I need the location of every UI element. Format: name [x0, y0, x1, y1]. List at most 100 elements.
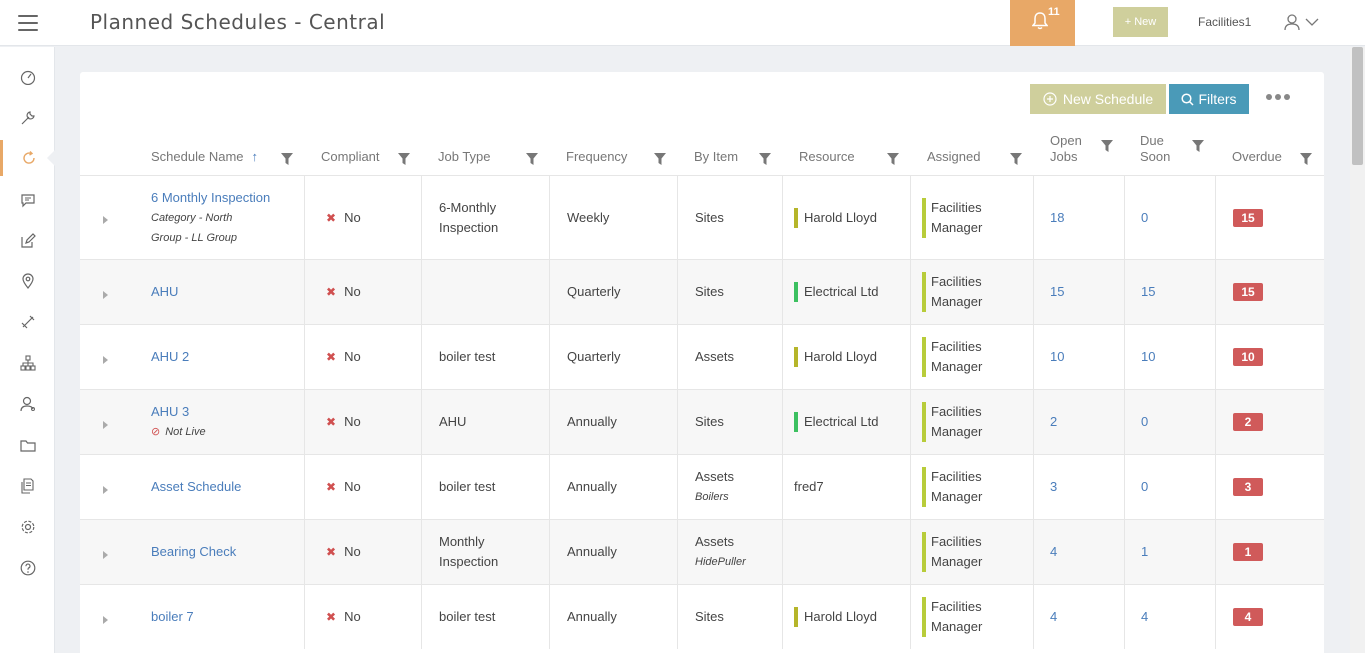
due-soon-link[interactable]: 4 — [1141, 609, 1149, 624]
new-schedule-button[interactable]: New Schedule — [1030, 84, 1166, 114]
due-soon-link[interactable]: 1 — [1141, 544, 1149, 559]
sidebar-item-tools[interactable] — [0, 304, 55, 340]
overdue-badge[interactable]: 10 — [1233, 348, 1263, 366]
overdue-badge[interactable]: 2 — [1233, 413, 1263, 431]
sidebar-item-locations[interactable] — [0, 263, 55, 299]
table-row[interactable]: AHU 3 ⊘ Not Live ✖ No AHU Annually Sites Electri… — [80, 389, 1324, 454]
expand-row-icon[interactable] — [103, 551, 108, 559]
due-soon-link[interactable]: 0 — [1141, 479, 1149, 494]
open-jobs-link[interactable]: 15 — [1050, 284, 1065, 299]
assigned-value: Facilities — [931, 534, 982, 549]
assigned-value: Facilities — [931, 339, 982, 354]
table-row[interactable]: AHU ✖ No Quarterly Sites Electrical Ltd Facili… — [80, 259, 1324, 324]
col-open-jobs[interactable]: Open Jobs — [1050, 130, 1130, 175]
filters-button[interactable]: Filters — [1169, 84, 1249, 114]
assigned-color-bar — [922, 597, 926, 637]
table-row[interactable]: Bearing Check ✖ No Monthly Inspection Annuall… — [80, 519, 1324, 584]
schedule-name-link[interactable]: 6 Monthly Inspection — [151, 189, 271, 205]
sidebar-item-planned[interactable] — [0, 140, 56, 176]
overdue-badge[interactable]: 4 — [1233, 608, 1263, 626]
sidebar-item-settings[interactable] — [0, 509, 55, 545]
cell-by-item: Assets — [685, 325, 782, 389]
table-row[interactable]: AHU 2 ✖ No boiler test Quarterly Assets Harold… — [80, 324, 1324, 389]
filter-icon[interactable] — [1192, 140, 1204, 152]
filter-icon[interactable] — [1010, 153, 1022, 165]
col-resource[interactable]: Resource — [799, 130, 909, 175]
cell-open-jobs: 3 — [1040, 455, 1124, 519]
sidebar-item-edit[interactable] — [0, 223, 55, 259]
filter-icon[interactable] — [1300, 153, 1312, 165]
column-divider — [1215, 585, 1216, 649]
settings-icon — [21, 520, 34, 534]
page-scrollbar[interactable] — [1350, 47, 1365, 653]
column-divider — [304, 455, 305, 519]
filter-icon[interactable] — [1101, 140, 1113, 152]
open-jobs-link[interactable]: 10 — [1050, 349, 1065, 364]
filter-icon[interactable] — [398, 153, 410, 165]
sidebar-item-maintenance[interactable] — [0, 100, 55, 136]
col-schedule-name[interactable]: Schedule Name ↑ — [151, 130, 311, 175]
filter-icon[interactable] — [526, 153, 538, 165]
cell-schedule-name: Bearing Check — [141, 520, 304, 584]
open-jobs-link[interactable]: 2 — [1050, 414, 1058, 429]
open-jobs-link[interactable]: 4 — [1050, 544, 1058, 559]
schedule-name-link[interactable]: Asset Schedule — [151, 479, 242, 494]
filter-icon[interactable] — [654, 153, 666, 165]
col-by-item[interactable]: By Item — [694, 130, 784, 175]
col-compliant[interactable]: Compliant — [321, 130, 421, 175]
sidebar-item-contacts[interactable] — [0, 386, 55, 422]
overdue-badge[interactable]: 15 — [1233, 283, 1263, 301]
col-due-soon-label-2: Soon — [1140, 149, 1171, 164]
new-button[interactable]: + New — [1113, 7, 1168, 37]
more-options-icon[interactable] — [1266, 94, 1290, 100]
expand-row-icon[interactable] — [103, 216, 108, 224]
schedule-name-link[interactable]: Bearing Check — [151, 544, 237, 559]
sidebar-item-files[interactable] — [0, 428, 55, 464]
table-row[interactable]: boiler 7 ✖ No boiler test Annually Sites Harol… — [80, 584, 1324, 649]
expand-row-icon[interactable] — [103, 356, 108, 364]
due-soon-link[interactable]: 0 — [1141, 414, 1149, 429]
overdue-badge[interactable]: 1 — [1233, 543, 1263, 561]
assigned-value: Facilities — [931, 404, 982, 419]
sort-ascending-icon[interactable]: ↑ — [251, 149, 259, 164]
expand-row-icon[interactable] — [103, 616, 108, 624]
notifications-button[interactable]: 11 — [1010, 0, 1075, 46]
sidebar-item-hierarchy[interactable] — [0, 345, 55, 381]
due-soon-link[interactable]: 0 — [1141, 209, 1149, 225]
open-jobs-link[interactable]: 3 — [1050, 479, 1058, 494]
sidebar-item-help[interactable] — [0, 550, 55, 586]
schedule-name-link[interactable]: AHU 2 — [151, 349, 190, 364]
scrollbar-thumb[interactable] — [1352, 47, 1363, 165]
sidebar-item-documents[interactable] — [0, 468, 55, 504]
schedule-name-link[interactable]: AHU — [151, 284, 179, 299]
expand-row-icon[interactable] — [103, 421, 108, 429]
overdue-badge[interactable]: 15 — [1233, 208, 1263, 227]
filter-icon[interactable] — [887, 153, 899, 165]
col-assigned[interactable]: Assigned — [927, 130, 1037, 175]
filter-icon[interactable] — [759, 153, 771, 165]
schedule-name-link[interactable]: AHU 3 — [151, 404, 190, 419]
sidebar-item-dashboard[interactable] — [0, 59, 55, 95]
filter-icon[interactable] — [281, 153, 293, 165]
bell-icon — [1032, 12, 1048, 30]
table-row[interactable]: Asset Schedule ✖ No boiler test Annually Asse… — [80, 454, 1324, 519]
expand-row-icon[interactable] — [103, 291, 108, 299]
sidebar-item-messages[interactable] — [0, 182, 55, 218]
expand-row-icon[interactable] — [103, 486, 108, 494]
cell-overdue: 4 — [1223, 585, 1323, 649]
due-soon-link[interactable]: 15 — [1141, 284, 1156, 299]
col-overdue[interactable]: Overdue — [1232, 130, 1322, 175]
due-soon-link[interactable]: 10 — [1141, 349, 1156, 364]
col-frequency[interactable]: Frequency — [566, 130, 676, 175]
table-row[interactable]: 6 Monthly Inspection Category - North Grou… — [80, 175, 1324, 259]
col-job-type[interactable]: Job Type — [438, 130, 548, 175]
column-divider — [549, 455, 550, 519]
col-due-soon[interactable]: Due Soon — [1140, 130, 1220, 175]
user-menu[interactable] — [1283, 13, 1323, 33]
overdue-badge[interactable]: 3 — [1233, 478, 1263, 496]
menu-icon[interactable] — [18, 15, 38, 31]
schedule-name-link[interactable]: boiler 7 — [151, 609, 194, 624]
cell-compliant: ✖ No — [316, 455, 421, 519]
open-jobs-link[interactable]: 4 — [1050, 609, 1058, 624]
open-jobs-link[interactable]: 18 — [1050, 209, 1065, 225]
